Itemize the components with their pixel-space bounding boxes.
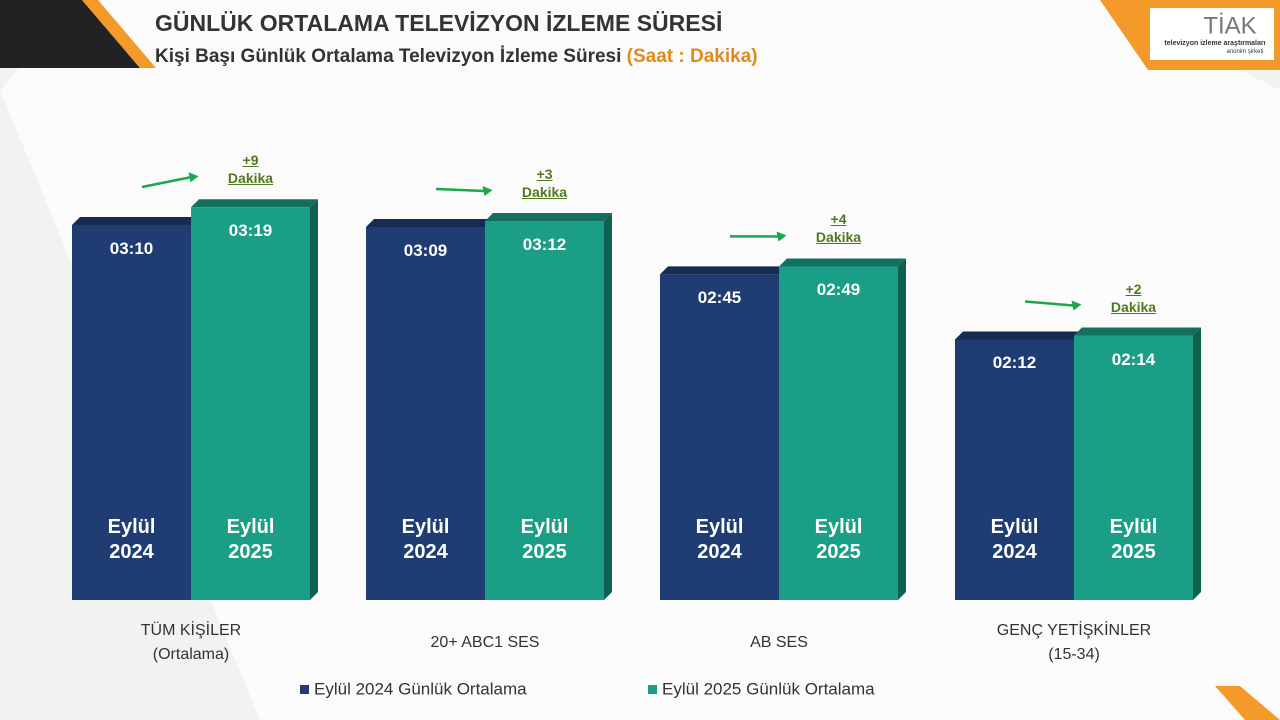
logo-name: TİAK [1203, 12, 1256, 39]
annotation: +2 Dakika [1110, 280, 1157, 315]
arrow-head [1071, 300, 1082, 311]
x-tick-label: AB SES [750, 634, 808, 651]
legend-label: Eylül 2025 Günlük Ortalama [662, 679, 875, 698]
corner-shape [1215, 686, 1280, 720]
bar-top [779, 258, 906, 267]
annotation-arrow [141, 176, 191, 189]
x-tick-label: 20+ ABC1 SES [430, 634, 540, 651]
corner-shape [0, 0, 140, 68]
bar-side [604, 213, 612, 601]
bar-label: Eylül 2024 [990, 516, 1039, 563]
bar [366, 226, 485, 600]
bar-label: Eylül 2025 [1109, 516, 1158, 563]
annotation-arrow [1024, 300, 1074, 307]
x-tick-label: TÜM KİŞİLER (Ortalama) [140, 622, 242, 663]
legend-swatch [300, 685, 309, 694]
bar-side [898, 258, 906, 600]
value-label: 03:10 [109, 239, 154, 258]
value-label: 02:12 [992, 353, 1037, 373]
bar-label: Eylül 2025 [814, 516, 863, 563]
bar-top [191, 199, 318, 208]
bar [485, 221, 604, 601]
value-label: 02:45 [697, 288, 742, 308]
bar [779, 266, 898, 600]
subtitle: Kişi Başı Günlük Ortalama Televizyon İzl… [155, 46, 621, 67]
bar-label: Eylül 2024 [107, 516, 156, 563]
annotation: +3 Dakika [521, 166, 568, 201]
bar-top [1074, 327, 1201, 336]
annotation: +9 Dakika [227, 152, 274, 187]
legend-label: Eylül 2024 Günlük Ortalama [314, 679, 527, 698]
bar-label: Eylül 2025 [520, 516, 569, 563]
annotation-arrow [435, 187, 485, 193]
annotation: +4 Dakika [815, 211, 862, 246]
value-label: 03:19 [228, 221, 273, 241]
bar-top [660, 266, 787, 275]
bar [955, 339, 1074, 600]
bar [191, 207, 310, 600]
value-label: 02:14 [1111, 349, 1156, 369]
bar-label: Eylül 2024 [695, 516, 744, 563]
value-label: 03:09 [403, 240, 448, 260]
value-label: 02:49 [816, 280, 861, 300]
x-tick-label: GENÇ YETİŞKİNLER (15-34) [996, 622, 1152, 663]
bar-side [310, 199, 318, 600]
unit-note: (Saat : Dakika) [627, 46, 758, 67]
bar [660, 274, 779, 600]
legend-swatch [648, 685, 657, 694]
bar-side [1193, 327, 1201, 600]
chart-subtitle: Kişi Başı Günlük Ortalama Televizyon İzl… [155, 46, 758, 67]
bar [1074, 335, 1193, 600]
chart-title: GÜNLÜK ORTALAMA TELEVİZYON İZLEME SÜRESİ [155, 10, 722, 36]
logo-text: televizyon izleme araştırmaları [1164, 40, 1265, 47]
bar [72, 225, 191, 600]
corner-stripe [82, 0, 156, 68]
bar-top [955, 331, 1082, 340]
bar-label: Eylül 2024 [401, 516, 450, 563]
bar-label: Eylül 2025 [226, 516, 275, 563]
arrow-head [776, 231, 787, 242]
value-label: 03:12 [522, 235, 567, 255]
bar-top [485, 213, 612, 222]
logo-box [1150, 8, 1274, 60]
logo-text: anonim şirketi [1226, 49, 1263, 55]
bar-top [72, 217, 199, 225]
arrow-head [482, 186, 493, 197]
arrow-head [188, 172, 199, 183]
bar-top [366, 218, 493, 227]
